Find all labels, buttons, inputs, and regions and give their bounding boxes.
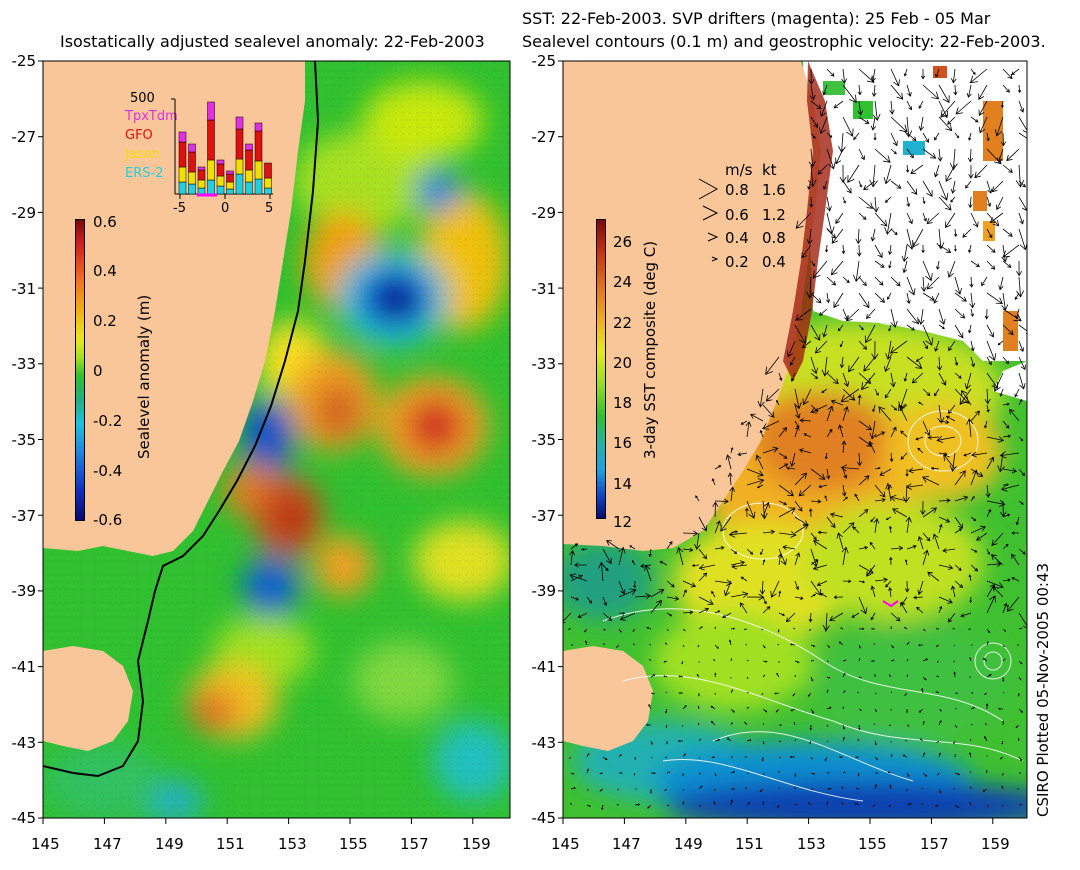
left-lon-tick-149: 149 xyxy=(155,835,184,853)
sealevel-cb-tick-neg0.6: -0.6 xyxy=(93,511,123,529)
sst-colorbar-label: 3-day SST composite (deg C) xyxy=(641,240,659,459)
right-map-title-line1: SST: 22-Feb-2003. SVP drifters (magenta)… xyxy=(522,9,991,28)
sealevel-cb-tick-neg0.2: -0.2 xyxy=(93,412,123,430)
velocity-row-3-ms: 0.4 xyxy=(725,229,749,247)
velocity-legend-kt-header: kt xyxy=(762,161,777,179)
right-lat-tick-43: -43 xyxy=(531,734,557,752)
left-lat-tick-41: -41 xyxy=(11,658,37,676)
right-lat-tick-41: -41 xyxy=(531,658,557,676)
sst-velocity-map: 26 24 22 20 18 16 14 12 3-day SST compos… xyxy=(563,61,1027,818)
right-lat-tick-35: -35 xyxy=(531,431,557,449)
left-lon-tick-155: 155 xyxy=(339,835,368,853)
sealevel-cb-tick-0.4: 0.4 xyxy=(93,262,117,280)
right-lon-tick-149: 149 xyxy=(674,835,703,853)
velocity-row-1-kt: 1.6 xyxy=(762,181,786,199)
left-lat-tick-31: -31 xyxy=(11,280,37,298)
velocity-row-1-ms: 0.8 xyxy=(725,181,749,199)
altimeter-data-inset: 500 TpxTdm GFO Jason ERS-2 -5 0 5 xyxy=(105,89,295,216)
left-lon-tick-159: 159 xyxy=(462,835,491,853)
right-lon-tick-157: 157 xyxy=(920,835,949,853)
left-lat-tick-29: -29 xyxy=(11,204,37,222)
left-lat-tick-25: -25 xyxy=(11,52,37,70)
left-lat-tick-37: -37 xyxy=(11,507,37,525)
left-lat-tick-45: -45 xyxy=(11,809,37,827)
right-lon-tick-151: 151 xyxy=(735,835,764,853)
left-lon-tick-145: 145 xyxy=(31,835,60,853)
sst-cb-tick-14: 14 xyxy=(613,475,633,493)
right-lat-tick-25: -25 xyxy=(531,52,557,70)
right-lon-tick-155: 155 xyxy=(858,835,887,853)
sst-cb-tick-12: 12 xyxy=(613,513,633,531)
sealevel-colorbar-label: Sealevel anomaly (m) xyxy=(135,294,153,459)
sealevel-cb-tick-0.2: 0.2 xyxy=(93,312,117,330)
sealevel-anomaly-map: 500 TpxTdm GFO Jason ERS-2 -5 0 5 0.6 0.… xyxy=(43,61,510,818)
left-lat-tick-35: -35 xyxy=(11,431,37,449)
right-map-title-line2: Sealevel contours (0.1 m) and geostrophi… xyxy=(522,32,1046,51)
sealevel-colorbar xyxy=(75,219,85,521)
right-lon-tick-159: 159 xyxy=(981,835,1010,853)
sst-cb-tick-20: 20 xyxy=(613,354,633,372)
right-lat-tick-27: -27 xyxy=(531,128,557,146)
left-lon-tick-151: 151 xyxy=(216,835,245,853)
right-lon-tick-145: 145 xyxy=(551,835,580,853)
right-lon-tick-147: 147 xyxy=(612,835,641,853)
right-lat-tick-39: -39 xyxy=(531,582,557,600)
left-lon-tick-157: 157 xyxy=(400,835,429,853)
velocity-row-3-kt: 0.8 xyxy=(762,229,786,247)
right-lon-tick-153: 153 xyxy=(797,835,826,853)
left-lon-tick-153: 153 xyxy=(278,835,307,853)
sealevel-cb-tick-neg0.4: -0.4 xyxy=(93,462,123,480)
velocity-legend: m/s kt 0.8 1.6 0.6 1.2 0.4 0.8 0.2 0.4 xyxy=(695,161,805,276)
inset-xtick-neg5: -5 xyxy=(173,201,186,216)
velocity-row-4-ms: 0.2 xyxy=(725,253,749,271)
sealevel-cb-tick-0: 0 xyxy=(93,362,103,380)
left-lat-tick-39: -39 xyxy=(11,582,37,600)
velocity-row-4-kt: 0.4 xyxy=(762,253,786,271)
sst-cb-tick-22: 22 xyxy=(613,314,633,332)
velocity-legend-ms-header: m/s xyxy=(725,161,753,179)
left-lat-tick-33: -33 xyxy=(11,355,37,373)
right-lat-tick-37: -37 xyxy=(531,507,557,525)
inset-xtick-5: 5 xyxy=(265,201,274,216)
left-lat-tick-27: -27 xyxy=(11,128,37,146)
sealevel-cb-tick-0.6: 0.6 xyxy=(93,213,117,231)
velocity-row-2-ms: 0.6 xyxy=(725,206,749,224)
right-lat-tick-45: -45 xyxy=(531,809,557,827)
sst-cb-tick-18: 18 xyxy=(613,394,633,412)
right-lat-tick-33: -33 xyxy=(531,355,557,373)
left-lat-tick-43: -43 xyxy=(11,734,37,752)
inset-xtick-0: 0 xyxy=(221,201,230,216)
left-lon-tick-147: 147 xyxy=(93,835,122,853)
sst-colorbar xyxy=(596,219,606,519)
csiro-credit: CSIRO Plotted 05-Nov-2005 00:43 xyxy=(1034,562,1052,817)
sst-cb-tick-26: 26 xyxy=(613,233,633,251)
sst-cb-tick-16: 16 xyxy=(613,434,633,452)
sst-cb-tick-24: 24 xyxy=(613,273,633,291)
left-map-title: Isostatically adjusted sealevel anomaly:… xyxy=(60,32,485,51)
right-lat-tick-31: -31 xyxy=(531,280,557,298)
right-lat-tick-29: -29 xyxy=(531,204,557,222)
velocity-row-2-kt: 1.2 xyxy=(762,206,786,224)
